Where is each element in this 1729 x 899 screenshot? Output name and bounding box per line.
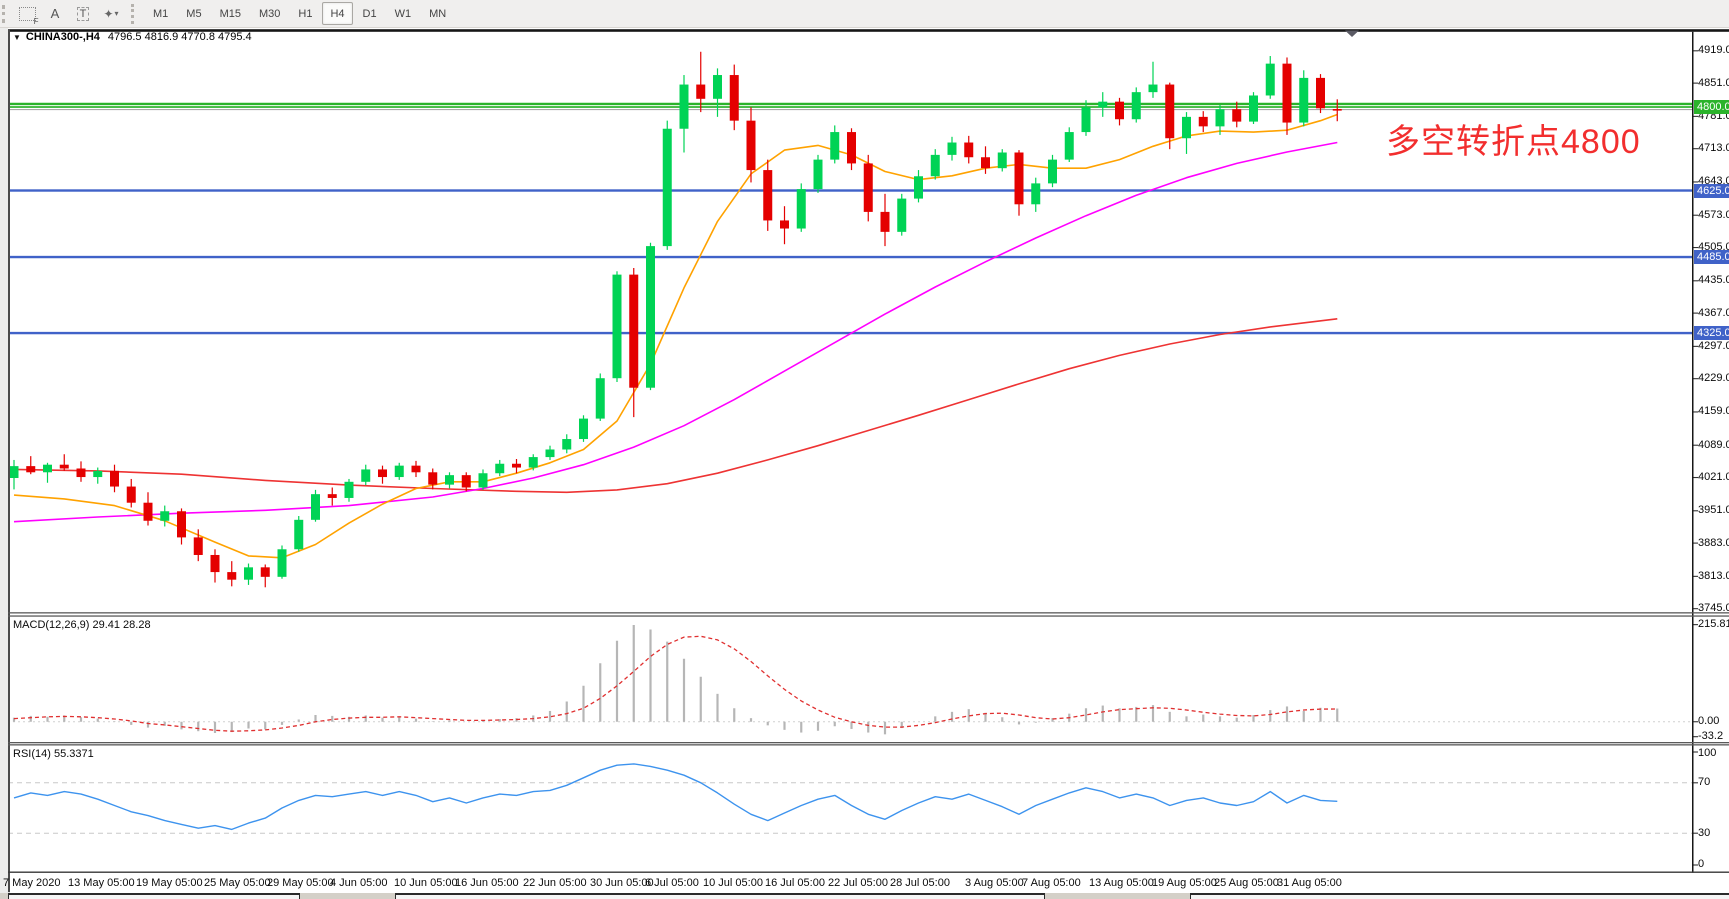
date-axis-label: 22 Jul 05:00	[828, 877, 888, 889]
price-level-badge: 4800.0	[1694, 100, 1729, 115]
date-axis-label: 13 Aug 05:00	[1089, 877, 1154, 889]
price-axis-label: 3745.0	[1698, 602, 1729, 615]
date-axis-label: 31 Aug 05:00	[1277, 877, 1342, 889]
timeframe-button-h1[interactable]: H1	[298, 7, 313, 20]
indicator-gridlines	[8, 721, 1692, 834]
date-axis-label: 16 Jun 05:00	[455, 877, 519, 889]
macd-axis-label: 215.81	[1698, 618, 1729, 631]
price-level-badge: 4325.0	[1694, 326, 1729, 341]
text-box-icon[interactable]: T	[70, 2, 96, 25]
window-left-margin	[0, 27, 8, 899]
rsi-axis-label: 30	[1698, 826, 1711, 839]
macd-layer	[12, 625, 1339, 735]
date-axis-label: 22 Jun 05:00	[523, 877, 587, 889]
price-axis-label: 4919.0	[1698, 44, 1729, 57]
rsi-axis-label: 0	[1698, 857, 1705, 870]
toolbar-separator	[131, 3, 140, 24]
ma-slow-red-line	[13, 318, 1338, 494]
price-axis-label: 3883.0	[1698, 536, 1729, 549]
timeframe-button-d1[interactable]: D1	[362, 7, 377, 20]
ohlc-values-label: 4796.5 4816.9 4770.8 4795.4	[107, 31, 252, 43]
ma-fast-orange-line	[13, 113, 1338, 559]
date-axis-label: 10 Jun 05:00	[394, 877, 458, 889]
date-axis-label: 3 Aug 05:00	[965, 877, 1024, 889]
timeframe-button-m5[interactable]: M5	[186, 7, 202, 20]
price-axis-label: 4159.0	[1698, 405, 1729, 418]
annotation-text: 多空转折点4800	[1386, 123, 1641, 161]
collapse-triangle-icon[interactable]: ▼	[13, 32, 21, 42]
price-axis-label: 3813.0	[1698, 569, 1729, 582]
date-axis-label: 7 May 2020	[3, 877, 61, 889]
date-axis-label: 25 Aug 05:00	[1214, 877, 1279, 889]
background-window-edge[interactable]	[8, 893, 300, 899]
date-axis-label: 19 May 05:00	[136, 877, 203, 889]
candles-layer	[9, 51, 1342, 588]
toolbar-grip[interactable]	[2, 4, 13, 23]
chart-title-row: ▼ CHINA300-,H4 4796.5 4816.9 4770.8 4795…	[13, 31, 252, 43]
toolbar: AT ✦▾ M1 M5 M15 M30 H1 H4 D1 W1 MN	[0, 0, 1729, 28]
rsi-axis-label: 70	[1698, 776, 1711, 789]
date-axis-label: 28 Jul 05:00	[890, 877, 950, 889]
price-axis-label: 4851.0	[1698, 76, 1729, 89]
price-axis-label: 4229.0	[1698, 372, 1729, 385]
macd-axis-label: -33.2	[1698, 729, 1724, 742]
price-axis-label: 4713.0	[1698, 142, 1729, 155]
price-axis-label: 4367.0	[1698, 306, 1729, 319]
date-axis-label: 19 Aug 05:00	[1152, 877, 1217, 889]
price-axis-label: 4297.0	[1698, 339, 1729, 352]
background-window-edge[interactable]	[1190, 893, 1729, 899]
price-axis-label: 4435.0	[1698, 274, 1729, 287]
date-axis-label: 7 Aug 05:00	[1022, 877, 1081, 889]
macd-label: MACD(12,26,9) 29.41 28.28	[13, 619, 151, 631]
date-axis-label: 30 Jun 05:00	[590, 877, 654, 889]
timeframe-button-m30[interactable]: M30	[258, 7, 281, 20]
rsi-label: RSI(14) 55.3371	[13, 748, 94, 760]
text-label-icon[interactable]: A	[50, 6, 60, 21]
panel-borders	[0, 29, 1729, 893]
date-axis-label: 4 Jun 05:00	[330, 877, 388, 889]
timeframe-button-mn[interactable]: MN	[429, 7, 447, 20]
timeframe-button-h4[interactable]: H4	[322, 2, 353, 25]
price-axis-label: 4021.0	[1698, 471, 1729, 484]
date-axis-label: 6 Jul 05:00	[645, 877, 699, 889]
date-axis-label: 29 May 05:00	[267, 877, 334, 889]
background-window-edge[interactable]	[395, 893, 1045, 899]
price-axis-label: 3951.0	[1698, 504, 1729, 517]
chart-shift-marker-icon	[1345, 30, 1359, 37]
grid-f-icon[interactable]	[14, 2, 40, 26]
axis-ticks	[1693, 50, 1698, 866]
arrow-objects-icon[interactable]: ✦ ▾	[103, 6, 119, 21]
price-axis-label: 4089.0	[1698, 438, 1729, 451]
timeframe-button-m15[interactable]: M15	[219, 7, 241, 20]
price-axis-label: 4573.0	[1698, 208, 1729, 221]
price-level-badge: 4625.0	[1694, 183, 1729, 198]
symbol-timeframe-label: CHINA300-,H4	[25, 31, 100, 43]
date-axis-label: 13 May 05:00	[68, 877, 135, 889]
rsi-layer	[13, 763, 1338, 831]
macd-axis-label: 0.00	[1698, 715, 1720, 728]
ma-mid-magenta-line	[13, 141, 1338, 523]
rsi-axis-label: 100	[1698, 746, 1717, 759]
price-level-badge: 4485.0	[1694, 250, 1729, 265]
date-axis-label: 25 May 05:00	[204, 877, 271, 889]
timeframe-button-m1[interactable]: M1	[153, 7, 169, 20]
date-axis-label: 10 Jul 05:00	[703, 877, 763, 889]
timeframe-button-w1[interactable]: W1	[394, 7, 412, 20]
date-axis-label: 16 Jul 05:00	[765, 877, 825, 889]
